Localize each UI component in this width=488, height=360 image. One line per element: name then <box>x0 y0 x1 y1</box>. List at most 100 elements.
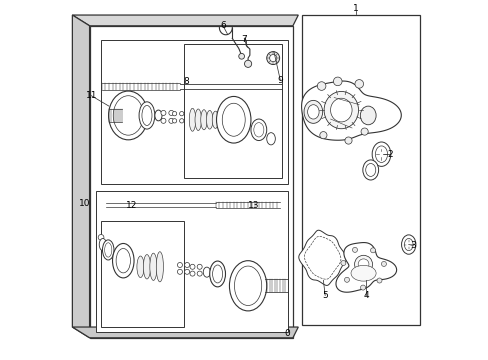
Text: 4: 4 <box>363 291 368 300</box>
Ellipse shape <box>113 96 143 135</box>
Bar <box>96 191 287 332</box>
Polygon shape <box>72 15 89 338</box>
Polygon shape <box>298 230 346 285</box>
Text: 1: 1 <box>352 4 358 13</box>
Circle shape <box>354 255 372 273</box>
Ellipse shape <box>137 256 144 278</box>
Text: 13: 13 <box>248 201 260 210</box>
Circle shape <box>177 269 182 274</box>
Polygon shape <box>89 26 292 338</box>
Text: 5: 5 <box>322 291 327 300</box>
Ellipse shape <box>222 103 244 136</box>
Circle shape <box>184 262 189 267</box>
Circle shape <box>376 278 381 283</box>
Ellipse shape <box>266 133 275 145</box>
Ellipse shape <box>203 267 210 277</box>
Ellipse shape <box>195 109 201 131</box>
Circle shape <box>98 234 104 240</box>
Ellipse shape <box>307 105 319 119</box>
Text: 6: 6 <box>220 21 225 30</box>
Ellipse shape <box>216 96 250 143</box>
Ellipse shape <box>156 252 163 282</box>
Ellipse shape <box>371 142 390 166</box>
Circle shape <box>184 269 189 274</box>
Text: 2: 2 <box>387 150 392 159</box>
Ellipse shape <box>104 243 112 257</box>
Circle shape <box>266 51 279 64</box>
Circle shape <box>244 60 251 67</box>
Circle shape <box>179 119 183 123</box>
Circle shape <box>360 128 367 135</box>
Circle shape <box>172 112 176 116</box>
Ellipse shape <box>116 248 130 273</box>
Circle shape <box>360 285 365 290</box>
Ellipse shape <box>330 98 351 122</box>
Text: 10: 10 <box>79 199 90 208</box>
Ellipse shape <box>212 111 218 129</box>
Circle shape <box>168 111 174 116</box>
Circle shape <box>357 259 368 270</box>
Ellipse shape <box>229 261 266 311</box>
Ellipse shape <box>304 100 322 123</box>
Circle shape <box>317 82 325 90</box>
Text: 12: 12 <box>125 201 137 210</box>
Circle shape <box>344 277 349 282</box>
Polygon shape <box>301 81 401 140</box>
Circle shape <box>381 261 386 266</box>
Circle shape <box>269 54 276 62</box>
Text: 0: 0 <box>284 329 290 338</box>
Ellipse shape <box>250 119 266 140</box>
Ellipse shape <box>102 240 114 260</box>
Circle shape <box>161 111 165 116</box>
Ellipse shape <box>253 123 264 137</box>
Text: 11: 11 <box>85 91 97 100</box>
Ellipse shape <box>365 163 375 176</box>
Ellipse shape <box>401 235 415 254</box>
Bar <box>183 44 282 178</box>
Polygon shape <box>335 243 396 292</box>
Circle shape <box>197 271 202 276</box>
Circle shape <box>344 137 351 144</box>
Circle shape <box>161 118 165 123</box>
Ellipse shape <box>375 146 387 162</box>
Circle shape <box>354 80 363 88</box>
Circle shape <box>172 119 176 123</box>
Circle shape <box>177 262 182 267</box>
Bar <box>101 221 183 327</box>
Ellipse shape <box>142 105 152 126</box>
Circle shape <box>352 247 357 252</box>
Ellipse shape <box>99 238 106 251</box>
Ellipse shape <box>350 265 375 281</box>
Circle shape <box>333 77 341 86</box>
Bar <box>101 40 287 184</box>
Circle shape <box>197 264 202 269</box>
Text: 3: 3 <box>409 241 415 250</box>
Ellipse shape <box>206 111 212 129</box>
Ellipse shape <box>404 238 412 251</box>
Ellipse shape <box>143 255 150 279</box>
Text: 8: 8 <box>183 77 189 86</box>
Circle shape <box>168 118 174 123</box>
Circle shape <box>179 112 183 116</box>
Circle shape <box>340 261 345 266</box>
Ellipse shape <box>212 265 222 283</box>
Circle shape <box>190 264 195 269</box>
Ellipse shape <box>139 102 155 129</box>
Ellipse shape <box>201 110 207 130</box>
Ellipse shape <box>209 261 225 287</box>
Ellipse shape <box>324 91 358 129</box>
Ellipse shape <box>112 243 134 278</box>
Circle shape <box>238 53 244 59</box>
Circle shape <box>319 132 326 139</box>
Text: 7: 7 <box>241 35 247 44</box>
Ellipse shape <box>234 266 261 306</box>
Polygon shape <box>72 15 298 26</box>
Ellipse shape <box>155 110 162 121</box>
Bar <box>301 15 419 325</box>
Circle shape <box>370 248 375 253</box>
Ellipse shape <box>149 253 157 280</box>
Text: 9: 9 <box>277 76 283 85</box>
Circle shape <box>190 271 195 276</box>
Ellipse shape <box>189 108 195 131</box>
Ellipse shape <box>360 106 375 125</box>
